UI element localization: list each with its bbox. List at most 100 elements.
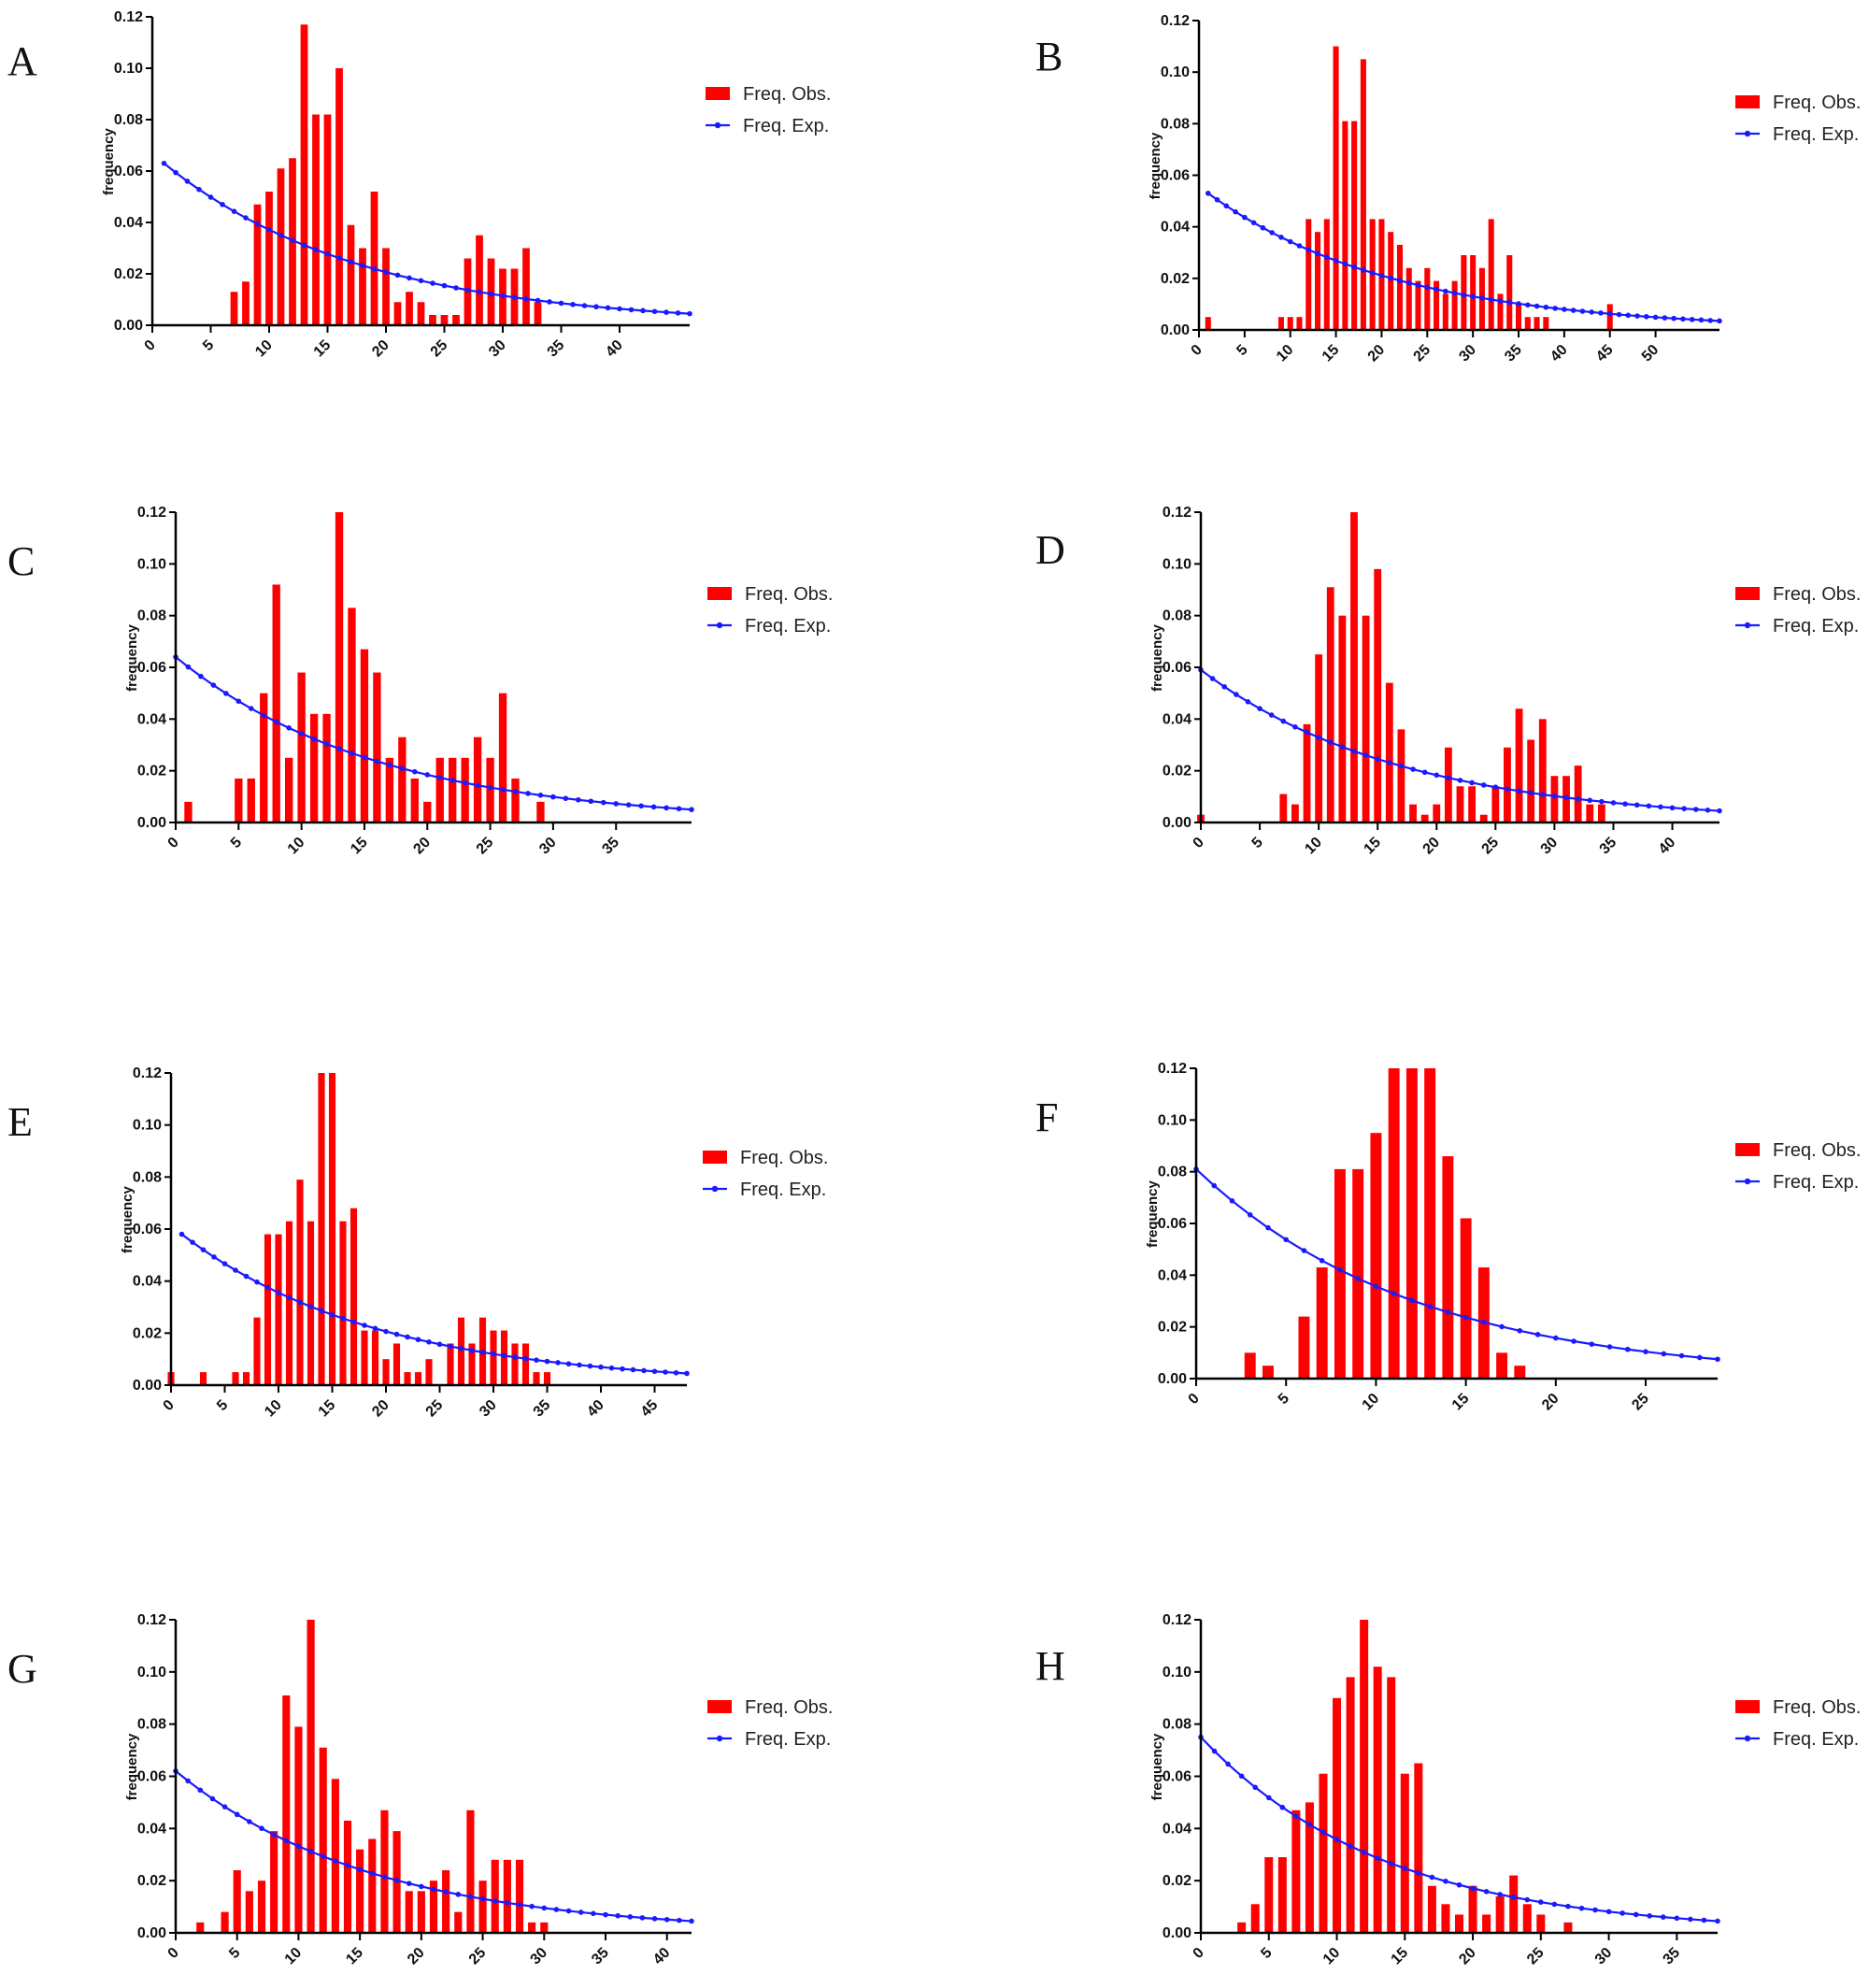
expected-point-24 [475,782,480,788]
bar-x26 [1504,747,1511,822]
expected-point-25 [1434,286,1439,293]
legend-observed-swatch [706,87,730,100]
x-tick-label: 10 [1360,1391,1383,1414]
expected-point-10 [278,232,284,238]
expected-point-15 [1375,756,1381,762]
x-tick-label: 10 [1274,342,1297,365]
expected-point-41 [640,307,646,314]
expected-point-28 [1461,292,1467,298]
x-tick-label: 30 [477,1397,500,1421]
expected-point-13 [1324,254,1330,261]
panel-letter: B [1035,34,1063,79]
expected-point-52 [1680,316,1686,322]
expected-point-32 [576,796,581,803]
expected-point-37 [1634,802,1640,808]
expected-point-20 [1470,1885,1476,1892]
bar-x3 [1244,1352,1256,1379]
bar-x20 [417,1891,425,1933]
expected-point-11 [290,237,295,243]
x-tick-label: 5 [200,337,217,354]
expected-point-20 [1434,772,1440,779]
x-tick-label: 0 [1191,1945,1207,1962]
bar-x14 [1323,219,1330,330]
y-tick-label: 0.02 [1161,271,1190,287]
expected-point-30 [511,294,518,300]
bar-x27 [511,778,520,822]
expected-point-44 [1606,310,1613,317]
bar-x22 [406,292,413,325]
expected-point-14 [324,250,331,257]
bar-x15 [1460,1218,1472,1379]
expected-point-9 [266,227,272,233]
bar-x3 [199,1372,207,1385]
panel-letter: D [1035,527,1065,573]
x-tick-label: 5 [1249,835,1266,851]
expected-point-40 [608,1365,615,1371]
bar-x15 [1333,46,1339,330]
y-tick-label: 0.08 [137,608,166,624]
bar-x12 [1360,1620,1369,1933]
x-tick-label: 35 [589,1945,612,1968]
expected-point-1 [185,664,192,670]
expected-point-37 [577,1362,582,1368]
y-tick-label: 0.04 [1163,711,1191,727]
y-tick-label: 0.00 [133,1378,162,1394]
bar-x19 [405,1891,413,1933]
bar-x18 [1514,1366,1526,1379]
bar-x13 [1350,512,1358,822]
expected-point-3 [210,682,217,688]
expected-point-33 [588,798,594,805]
expected-point-42 [1692,807,1699,812]
bar-x21 [1482,1914,1491,1933]
y-tick-label: 0.06 [1163,1769,1191,1785]
bar-x10 [297,672,306,822]
x-tick-label: 0 [165,835,182,851]
expected-point-34 [600,799,606,806]
expected-point-12 [301,242,307,249]
expected-point-53 [1689,317,1695,322]
expected-point-43 [1705,808,1711,813]
legend-expected-marker [711,1185,719,1193]
expected-point-46 [1625,312,1632,319]
expected-point-17 [1429,1874,1435,1881]
expected-point-12 [307,1304,314,1309]
x-tick-label: 25 [1524,1945,1548,1968]
y-tick-label: 0.02 [1163,764,1191,779]
expected-point-14 [329,1311,335,1318]
legend-expected-label: Freq. Exp. [1773,616,1859,636]
x-tick-label: 5 [1234,342,1250,359]
expected-point-1 [173,169,178,176]
expected-point-16 [1481,1319,1487,1325]
x-tick-label: 40 [1548,342,1571,365]
expected-point-14 [349,751,355,756]
legend-expected-marker [1744,130,1751,137]
expected-point-23 [455,1892,462,1897]
x-tick-label: 10 [1302,835,1325,858]
bar-x18 [1441,1904,1450,1933]
y-tick-label: 0.02 [1163,1873,1191,1889]
expected-point-7 [1319,1258,1325,1264]
bar-x9 [1277,317,1284,330]
bar-x18 [1360,59,1366,330]
expected-point-10 [1296,243,1303,249]
expected-point-10 [286,1294,292,1301]
bar-x45 [1606,304,1613,330]
expected-point-25 [487,784,493,791]
bar-x7 [230,292,238,325]
legend-observed-swatch [707,1700,732,1713]
expected-point-35 [613,801,620,807]
bar-x21 [392,1343,401,1385]
expected-point-35 [1674,1915,1680,1922]
expected-point-18 [1443,1878,1448,1884]
x-tick-label: 35 [1502,342,1525,365]
expected-point-12 [323,741,330,747]
y-tick-label: 0.00 [1163,815,1191,831]
bar-x24 [425,1359,433,1385]
x-tick-label: 25 [1479,835,1503,858]
bar-x14 [1387,1677,1396,1933]
bar-x14 [1442,1156,1454,1379]
bar-x26 [447,1343,454,1385]
expected-point-11 [307,1849,314,1854]
bar-x25 [486,757,494,822]
